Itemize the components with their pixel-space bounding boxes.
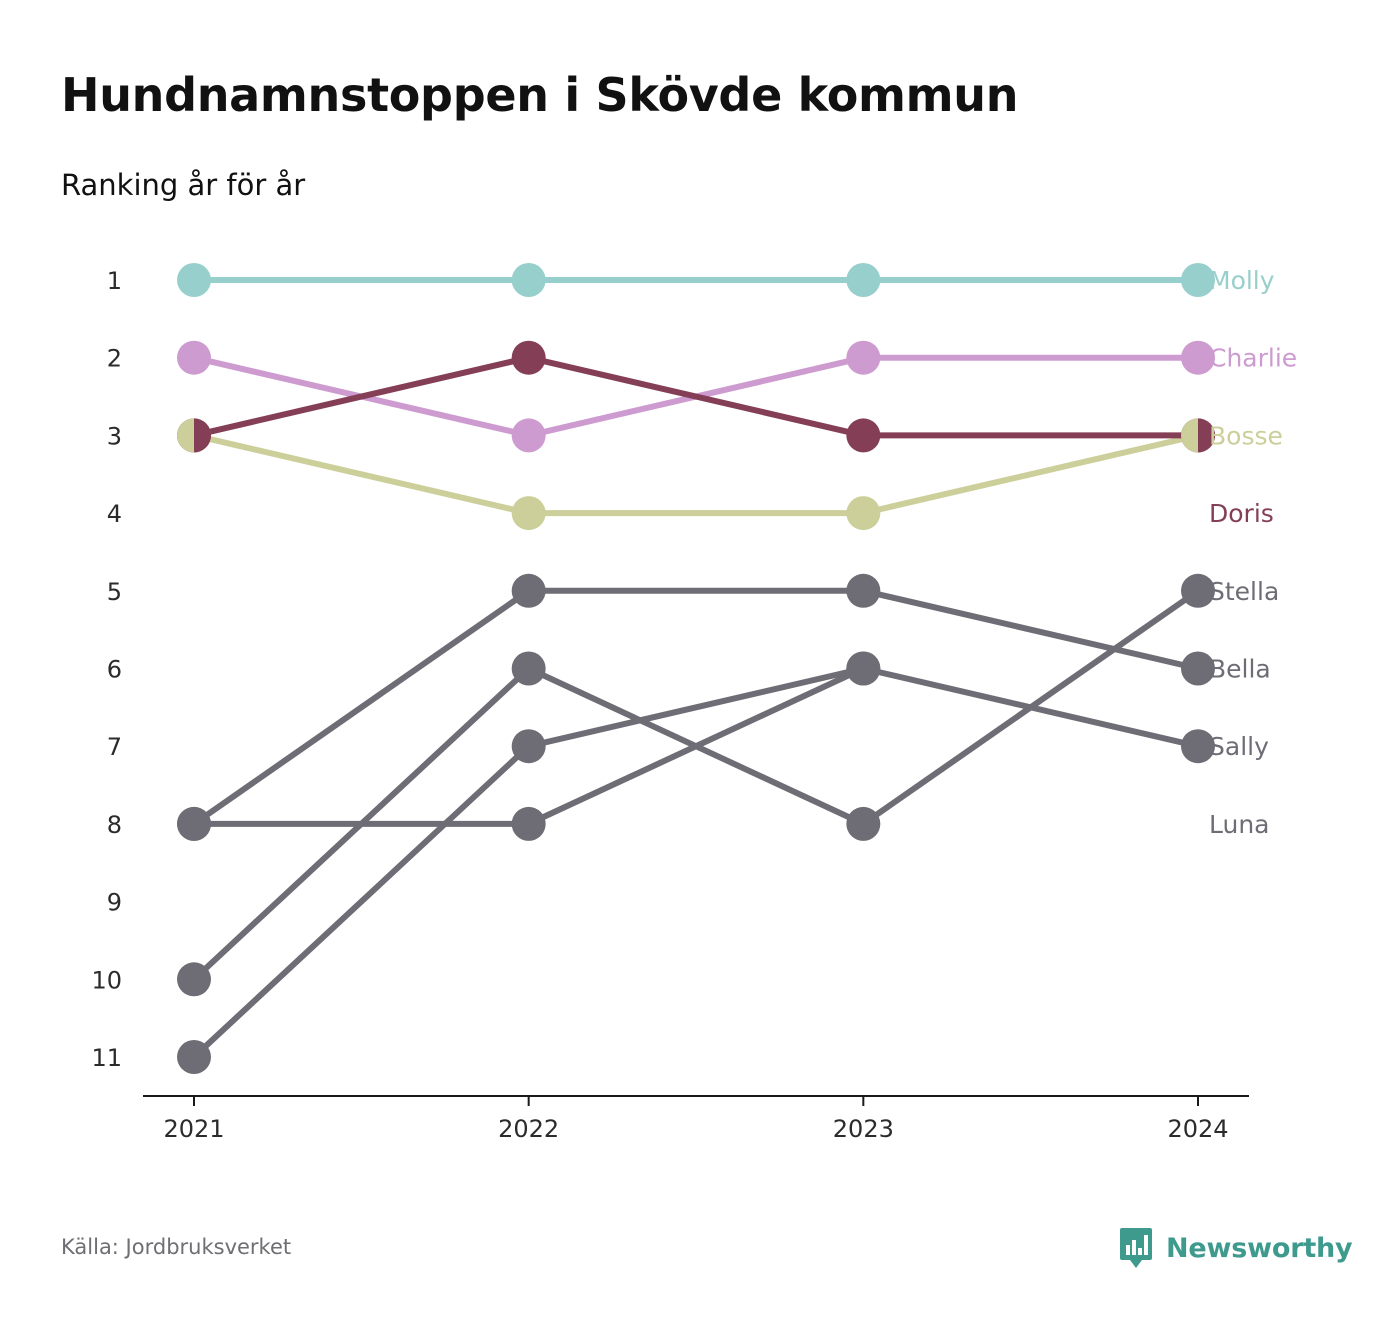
newsworthy-logo-icon [1120, 1228, 1152, 1268]
y-tick-label: 6 [107, 656, 122, 684]
data-point-stella [177, 962, 211, 997]
source-note: Källa: Jordbruksverket [61, 1235, 292, 1259]
data-point-bella [511, 573, 546, 608]
y-tick-label: 3 [107, 422, 122, 450]
y-tick-label: 1 [107, 267, 122, 295]
y-tick-label: 8 [107, 811, 122, 839]
data-point-bosse [846, 496, 881, 531]
y-tick-label: 4 [107, 500, 122, 528]
chart-subtitle: Ranking år för år [61, 168, 306, 202]
series-label-bella: Bella [1209, 655, 1271, 684]
data-point-doris [846, 418, 881, 453]
brand-logo[interactable]: Newsworthy [1118, 1226, 1353, 1270]
series-lines [191, 277, 1201, 1060]
series-line-bella [191, 587, 1201, 827]
y-tick-label: 10 [91, 966, 122, 994]
series-label-charlie: Charlie [1209, 344, 1297, 373]
x-tick-label: 2023 [833, 1115, 894, 1143]
y-tick-label: 9 [107, 889, 122, 917]
data-point-stella [846, 806, 881, 841]
data-point-bella [846, 573, 881, 608]
data-point-luna [511, 806, 546, 841]
data-point-bosse-half [1181, 418, 1198, 453]
series-label-bosse: Bosse [1209, 421, 1283, 450]
series-points [177, 263, 1215, 1074]
data-point-stella [511, 651, 546, 686]
data-point-sally [177, 1040, 211, 1074]
series-label-sally: Sally [1209, 732, 1269, 761]
data-point-doris [511, 340, 546, 375]
chart-title: Hundnamnstoppen i Skövde kommun [61, 68, 1019, 122]
series-label-luna: Luna [1209, 810, 1270, 839]
x-axis: 2021 2022 2023 2024 [143, 1095, 1249, 1143]
series-label-stella: Stella [1209, 577, 1279, 606]
series-line-doris [191, 354, 1201, 439]
data-point-bosse-half [177, 418, 194, 453]
data-point-molly [511, 263, 546, 297]
data-point-molly [177, 263, 211, 297]
data-point-charlie [846, 340, 881, 375]
y-tick-label: 5 [107, 578, 122, 606]
data-point-sally [1181, 729, 1215, 764]
data-point-charlie [177, 340, 211, 375]
data-point-sally [511, 729, 546, 764]
data-point-bella [1181, 651, 1215, 686]
data-point-luna [846, 651, 881, 686]
series-line-sally [191, 665, 1201, 1060]
data-point-molly [1181, 263, 1215, 297]
series-label-molly: Molly [1209, 266, 1275, 295]
series-line-bosse [191, 432, 1201, 517]
x-tick-label: 2022 [498, 1115, 559, 1143]
y-tick-label: 7 [107, 733, 122, 761]
data-point-charlie [1181, 340, 1215, 375]
data-point-doris-half [194, 418, 211, 453]
y-tick-label: 11 [91, 1044, 122, 1072]
data-point-luna [177, 806, 211, 841]
y-axis: 1 2 3 4 5 6 7 8 9 10 11 [91, 267, 122, 1072]
data-point-stella [1181, 573, 1215, 608]
series-label-doris: Doris [1209, 499, 1274, 528]
data-point-bosse [511, 496, 546, 531]
data-point-charlie [511, 418, 546, 453]
data-point-molly [846, 263, 881, 297]
brand-name: Newsworthy [1166, 1232, 1353, 1264]
data-point-doris-half [1198, 418, 1215, 453]
x-tick-label: 2024 [1167, 1115, 1228, 1143]
series-labels: Molly Charlie Bosse Doris Stella Bella Sally Lu… [1209, 266, 1297, 839]
x-tick-label: 2021 [163, 1115, 224, 1143]
y-tick-label: 2 [107, 345, 122, 373]
